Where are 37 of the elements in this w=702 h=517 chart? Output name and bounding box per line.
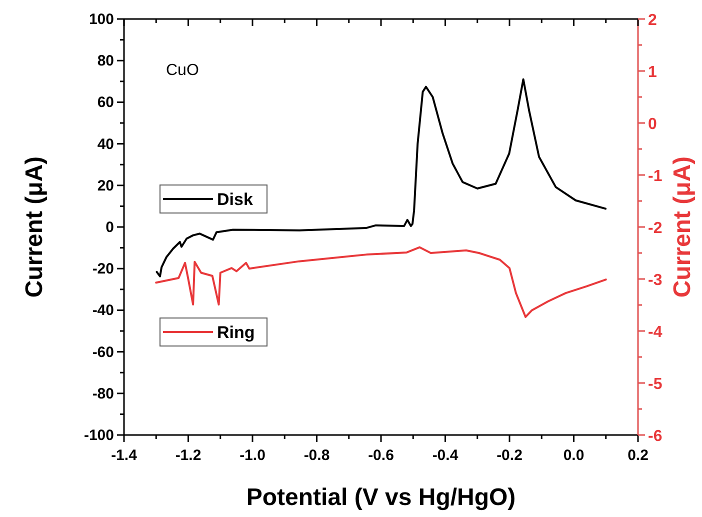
y-tick-label: -100 <box>84 427 114 444</box>
y2-tick-label: -5 <box>648 376 662 393</box>
y2-axis-title: Current (μA) <box>669 156 696 298</box>
y-tick-label: -60 <box>92 344 114 361</box>
x-tick-label: -1.4 <box>111 447 138 464</box>
y-tick-label: 40 <box>97 136 114 153</box>
y2-tick-label: -2 <box>648 220 662 237</box>
x-tick-label: -0.2 <box>496 447 522 464</box>
y-tick-label: 100 <box>88 11 114 28</box>
line-series <box>156 78 607 278</box>
y2-tick-label: -3 <box>648 272 662 289</box>
y2-tick-label: -4 <box>648 324 662 341</box>
x-tick-label: -1.0 <box>240 447 266 464</box>
x-tick-label: -0.8 <box>304 447 330 464</box>
y2-tick-label: -1 <box>648 168 662 185</box>
y-tick-label: 20 <box>97 177 114 194</box>
y-tick-label: 60 <box>97 94 114 112</box>
line-series <box>155 246 607 318</box>
y-axis-title: Current (μA) <box>21 156 48 298</box>
legend-label: Disk <box>217 190 254 209</box>
x-tick-label: -0.4 <box>432 447 459 464</box>
y2-tick-label: 0 <box>648 116 657 133</box>
legend-label: Ring <box>217 323 255 342</box>
x-tick-label: -0.6 <box>368 447 394 464</box>
y2-tick-label: 1 <box>648 64 657 81</box>
y2-tick-label: 2 <box>648 12 657 29</box>
x-axis-title: Potential (V vs Hg/HgO) <box>246 484 516 511</box>
x-tick-label: 0.2 <box>628 447 648 464</box>
x-tick-label: 0.0 <box>563 447 584 464</box>
x-tick-label: -1.2 <box>175 447 202 464</box>
annotation: CuO <box>166 62 199 79</box>
y-tick-label: 0 <box>106 219 114 236</box>
y-tick-label: 80 <box>97 52 114 70</box>
y-tick-label: -80 <box>92 385 114 402</box>
y2-tick-label: -6 <box>648 428 662 445</box>
y-tick-label: -20 <box>92 260 114 278</box>
y-tick-label: -40 <box>92 302 114 320</box>
